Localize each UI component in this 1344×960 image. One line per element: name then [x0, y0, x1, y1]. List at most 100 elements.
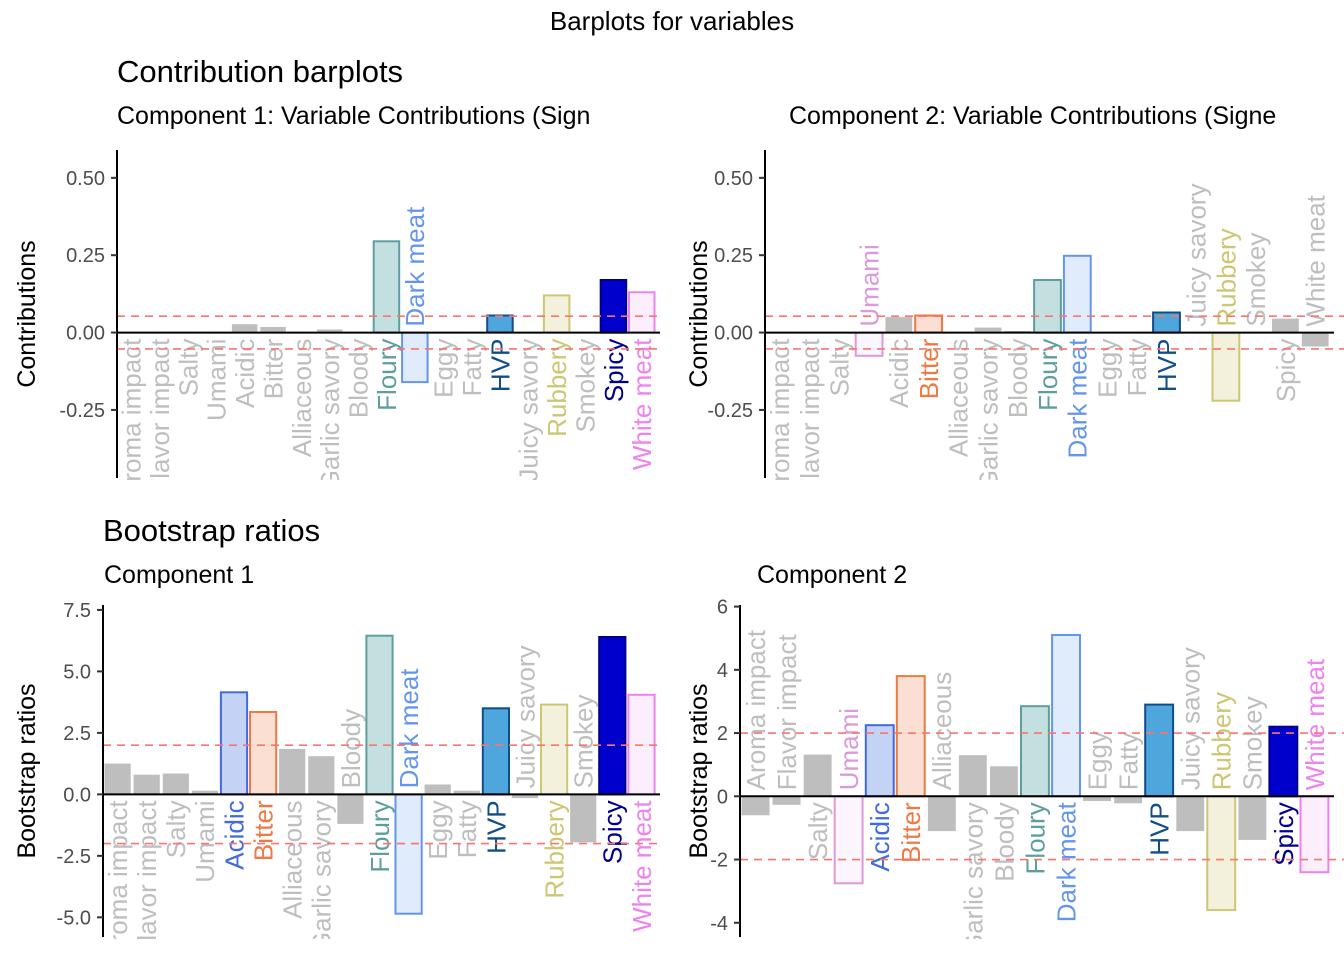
bar-alliaceous: [927, 796, 956, 832]
bar-label-acidic: Acidic: [230, 339, 260, 408]
bar-flavor-impact: [772, 796, 801, 805]
bar-label-alliaceous: Alliaceous: [287, 339, 317, 458]
bar-label-juicy-savory: Juicy savory: [514, 339, 544, 482]
bar-label-fatty: Fatty: [1122, 339, 1152, 397]
y-tick-label: -0.25: [59, 400, 105, 422]
y-tick-label: 4: [717, 660, 728, 682]
bar-dark-meat: [401, 331, 429, 384]
bar-label-juicy-savory: Juicy savory: [1176, 647, 1206, 790]
chart-panel-3: Aroma impact Flavor impact Salty Umami Acidi…: [13, 600, 660, 960]
bar-bitter: [249, 711, 278, 796]
bar-label-spicy: Spicy: [599, 339, 629, 403]
bar-floury: [365, 634, 394, 796]
bar-label-alliaceous: Alliaceous: [944, 339, 974, 458]
figure-main-title: Barplots for variables: [549, 6, 795, 36]
bar-hvp: [481, 707, 510, 796]
bar-bitter: [914, 314, 944, 334]
bar-label-bloody: Bloody: [344, 339, 374, 419]
bar-floury: [1033, 279, 1062, 334]
bar-label-aroma-impact: Aroma impact: [103, 800, 133, 960]
bar-bloody: [337, 794, 364, 824]
y-tick-label: 0.0: [63, 784, 91, 806]
bar-label-floury: Floury: [1020, 802, 1050, 874]
bar-label-bloody: Bloody: [1003, 339, 1033, 419]
bar-label-flavor-impact: Flavor impact: [772, 633, 802, 790]
bar-label-hvp: HVP: [1152, 339, 1182, 392]
bar-label-eggy: Eggy: [1083, 731, 1113, 790]
bar-juicy-savory: [511, 794, 539, 799]
bar-label-dark-meat: Dark meat: [1063, 338, 1093, 459]
bar-rubbery: [542, 294, 571, 334]
chart-panel-4: Aroma impact Flavor impactSaltyUmamiAcidi…: [685, 597, 1344, 939]
bar-floury: [372, 240, 401, 334]
bar-hvp: [486, 314, 514, 334]
bar-label-garlic-savory: Garlic savory: [973, 339, 1003, 491]
y-tick-label: 5.0: [63, 661, 91, 683]
bar-fatty: [453, 790, 480, 795]
bar-label-salty: Salty: [173, 339, 203, 397]
bar-label-fatty: Fatty: [1114, 733, 1144, 791]
bar-label-hvp: HVP: [485, 339, 515, 392]
bar-white-meat: [628, 291, 656, 334]
panel-title-contrib-c2: Component 2: Variable Contributions (Sig…: [789, 102, 1277, 130]
bar-label-smokey: Smokey: [569, 694, 599, 788]
y-tick-label: 6: [717, 597, 728, 619]
bar-label-flavor-impact: Flavor impact: [132, 800, 162, 957]
bar-label-floury: Floury: [372, 339, 402, 411]
y-tick-label: -4: [710, 913, 728, 935]
bar-smokey: [1238, 796, 1267, 840]
bar-spicy: [599, 279, 628, 334]
bar-bloody: [990, 766, 1018, 797]
bar-label-rubbery: Rubbery: [540, 800, 570, 898]
bar-label-eggy: Eggy: [1092, 339, 1122, 398]
y-tick-label: 2.5: [63, 723, 91, 745]
bar-label-hvp: HVP: [481, 800, 511, 853]
y-tick-label: 0.25: [66, 245, 105, 267]
section-title-bootstrap: Bootstrap ratios: [103, 513, 321, 548]
bar-juicy-savory: [1176, 796, 1205, 832]
y-tick-label: 0.00: [66, 323, 105, 345]
bar-label-alliaceous: Alliaceous: [278, 800, 308, 919]
bar-umami: [833, 795, 864, 885]
bar-label-rubbery: Rubbery: [1211, 228, 1241, 326]
panel-title-bootstrap-c2: Component 2: [757, 561, 908, 589]
panel-title-bootstrap-c1: Component 1: [104, 561, 255, 589]
bars: [104, 634, 656, 915]
bar-aroma-impact: [741, 796, 770, 816]
section-title-contribution: Contribution barplots: [117, 54, 404, 89]
bar-umami: [191, 790, 218, 795]
bar-garlic-savory: [317, 329, 343, 333]
bar-label-umami: Umami: [854, 244, 884, 326]
bar-label-bitter: Bitter: [258, 338, 288, 399]
bar-label-bloody: Bloody: [336, 709, 366, 789]
bar-acidic: [864, 724, 895, 798]
bar-label-spicy: Spicy: [1269, 802, 1299, 866]
bar-acidic: [219, 691, 249, 796]
bar-white-meat: [1301, 332, 1329, 347]
bar-flavor-impact: [133, 774, 160, 795]
bar-label-bitter: Bitter: [248, 800, 278, 861]
bar-label-flavor-impact: Flavor impact: [795, 338, 825, 495]
bar-label-aroma-impact: Aroma impact: [765, 338, 795, 499]
bar-label-alliaceous: Alliaceous: [927, 672, 957, 791]
bar-label-hvp: HVP: [1145, 802, 1175, 855]
y-tick-label: 7.5: [63, 600, 91, 622]
bar-eggy: [1083, 796, 1111, 801]
y-tick-label: -0.25: [707, 400, 753, 422]
bar-bitter: [895, 675, 926, 798]
y-tick-label: -5.0: [57, 907, 91, 929]
bar-label-bloody: Bloody: [989, 802, 1019, 882]
bar-dark-meat: [394, 793, 423, 915]
y-tick-label: 0.50: [714, 168, 753, 190]
bar-label-spicy: Spicy: [598, 800, 628, 864]
bar-salty: [803, 754, 832, 797]
y-tick-label: 0.25: [714, 245, 753, 267]
bar-bitter: [260, 327, 286, 333]
bar-salty: [162, 773, 189, 795]
bar-dark-meat: [1062, 254, 1092, 334]
bar-label-umami: Umami: [190, 800, 220, 882]
